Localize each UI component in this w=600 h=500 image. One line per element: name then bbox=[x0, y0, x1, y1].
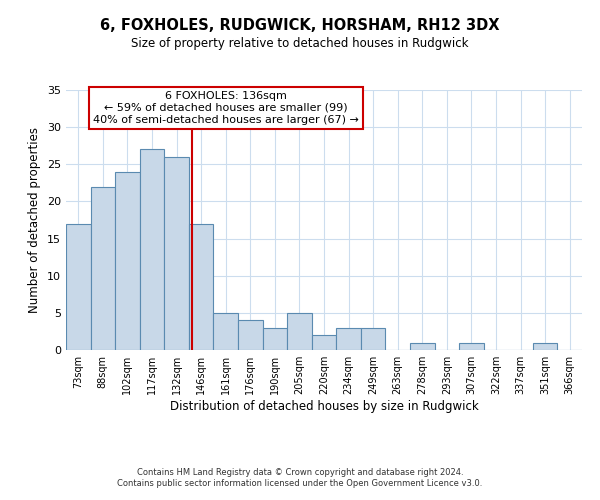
Bar bbox=[336, 328, 361, 350]
Bar bbox=[238, 320, 263, 350]
X-axis label: Distribution of detached houses by size in Rudgwick: Distribution of detached houses by size … bbox=[170, 400, 478, 413]
Bar bbox=[459, 342, 484, 350]
Text: 6 FOXHOLES: 136sqm
← 59% of detached houses are smaller (99)
40% of semi-detache: 6 FOXHOLES: 136sqm ← 59% of detached hou… bbox=[93, 92, 359, 124]
Text: Contains HM Land Registry data © Crown copyright and database right 2024.
Contai: Contains HM Land Registry data © Crown c… bbox=[118, 468, 482, 487]
Bar bbox=[361, 328, 385, 350]
Bar bbox=[164, 157, 189, 350]
Bar bbox=[312, 335, 336, 350]
Bar bbox=[214, 313, 238, 350]
Text: Size of property relative to detached houses in Rudgwick: Size of property relative to detached ho… bbox=[131, 38, 469, 51]
Bar bbox=[533, 342, 557, 350]
Bar bbox=[410, 342, 434, 350]
Text: 6, FOXHOLES, RUDGWICK, HORSHAM, RH12 3DX: 6, FOXHOLES, RUDGWICK, HORSHAM, RH12 3DX bbox=[100, 18, 500, 32]
Bar bbox=[66, 224, 91, 350]
Bar bbox=[287, 313, 312, 350]
Y-axis label: Number of detached properties: Number of detached properties bbox=[28, 127, 41, 313]
Bar bbox=[263, 328, 287, 350]
Bar bbox=[91, 186, 115, 350]
Bar bbox=[189, 224, 214, 350]
Bar bbox=[140, 150, 164, 350]
Bar bbox=[115, 172, 140, 350]
